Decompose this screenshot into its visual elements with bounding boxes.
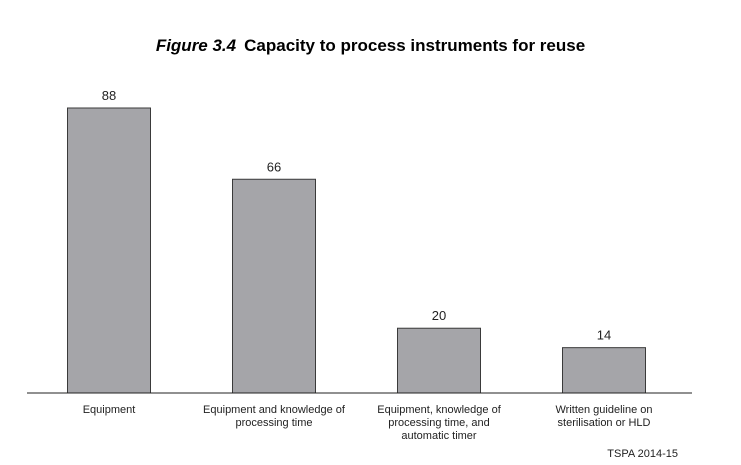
bar-1 xyxy=(67,107,151,394)
chart-title: Figure 3.4 Capacity to process instrument… xyxy=(0,36,741,56)
category-labels-layer: Equipment Equipment and knowledge of proce… xyxy=(83,404,653,442)
category-label-line: processing time, and xyxy=(388,417,490,429)
category-label-line: Equipment, knowledge of xyxy=(377,404,501,416)
category-label-line: Equipment and knowledge of xyxy=(203,404,346,416)
category-label-line: processing time xyxy=(235,417,312,429)
bar-4 xyxy=(562,347,646,394)
figure-title-text: Capacity to process instruments for reus… xyxy=(244,36,586,55)
bars-layer xyxy=(67,107,646,394)
category-label-line: Equipment xyxy=(83,404,136,416)
category-label-1: Equipment xyxy=(83,404,136,416)
category-label-line: sterilisation or HLD xyxy=(558,417,651,429)
category-label-3: Equipment, knowledge of processing time, … xyxy=(377,404,501,442)
value-label-3: 20 xyxy=(432,308,446,323)
source-note: TSPA 2014-15 xyxy=(607,448,678,460)
bar-3 xyxy=(397,327,481,394)
figure-label: Figure 3.4 xyxy=(155,36,237,55)
value-label-2: 66 xyxy=(267,159,281,174)
category-label-line: automatic timer xyxy=(401,430,477,442)
value-label-4: 14 xyxy=(597,328,611,343)
category-label-line: Written guideline on xyxy=(555,404,652,416)
value-label-1: 88 xyxy=(102,88,116,103)
bar-2 xyxy=(232,178,316,394)
value-labels-layer: 88 66 20 14 xyxy=(102,88,611,343)
category-label-2: Equipment and knowledge of processing tim… xyxy=(203,404,346,429)
category-label-4: Written guideline on sterilisation or HLD xyxy=(555,404,652,429)
